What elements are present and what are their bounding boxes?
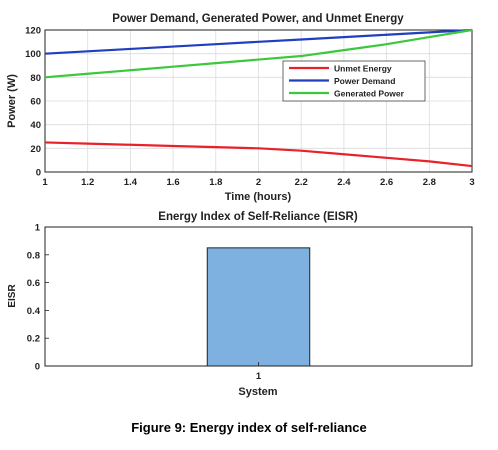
y-tick-label: 80 [30, 73, 41, 84]
x-tick-label: 3 [469, 177, 474, 188]
line-chart-plot-area [44, 29, 473, 173]
x-tick-label: 2.4 [337, 177, 351, 188]
y-tick-label: 0.4 [27, 306, 41, 317]
y-tick-label: 1 [35, 223, 41, 234]
bar-chart-ticks: 0 0.2 0.4 0.6 0.8 1 1 [27, 223, 262, 383]
x-tick-label: 2.6 [380, 177, 393, 188]
x-tick-label: 2.2 [295, 177, 308, 188]
x-tick-label: 1.2 [81, 177, 94, 188]
line-chart-series [44, 28, 473, 168]
bar-chart: Energy Index of Self-Reliance (EISR) 0 0.… [7, 211, 473, 398]
line-chart-ylabel: Power (W) [6, 74, 18, 128]
y-tick-label: 0.2 [27, 334, 40, 345]
y-tick-label: 0 [35, 362, 40, 373]
y-tick-label: 120 [25, 26, 41, 37]
y-tick-label: 20 [30, 144, 41, 155]
line-chart-xlabel: Time (hours) [225, 191, 292, 203]
bar-chart-ylabel: EISR [7, 284, 18, 308]
bar-chart-bars [206, 247, 311, 367]
y-tick-label: 60 [30, 97, 41, 108]
figure-caption: Figure 9: Energy index of self-reliance [131, 420, 367, 435]
x-tick-label: 1 [256, 371, 262, 382]
x-tick-label: 1.6 [166, 177, 179, 188]
y-tick-label: 0.6 [27, 278, 40, 289]
line-chart-ticks: 1 1.2 1.4 1.6 1.8 2 2.2 2.4 2.6 2.8 3 0 20 40 60 80 100 1… [25, 26, 475, 189]
x-tick-label: 2 [256, 177, 261, 188]
series-line-unmet-energy [44, 141, 473, 168]
legend-label: Power Demand [334, 76, 395, 86]
y-tick-label: 40 [30, 120, 41, 131]
y-tick-label: 0.8 [27, 250, 40, 261]
x-tick-label: 2.8 [423, 177, 436, 188]
bar-chart-title: Energy Index of Self-Reliance (EISR) [158, 211, 358, 223]
bar-1 [206, 247, 311, 367]
legend-label: Generated Power [334, 89, 405, 99]
y-tick-label: 100 [25, 49, 41, 60]
line-chart-title: Power Demand, Generated Power, and Unmet… [112, 13, 404, 25]
x-tick-label: 1.8 [209, 177, 222, 188]
line-chart-legend: Unmet Energy Power Demand Generated Power [282, 60, 426, 102]
x-tick-label: 1.4 [124, 177, 138, 188]
y-tick-label: 0 [36, 168, 41, 179]
x-tick-label: 1 [42, 177, 48, 188]
line-chart: Power Demand, Generated Power, and Unmet… [6, 13, 475, 203]
bar-chart-xlabel: System [238, 386, 277, 398]
legend-label: Unmet Energy [334, 64, 392, 74]
series-line-power-demand [44, 28, 473, 55]
series-line-generated-power [44, 28, 473, 79]
